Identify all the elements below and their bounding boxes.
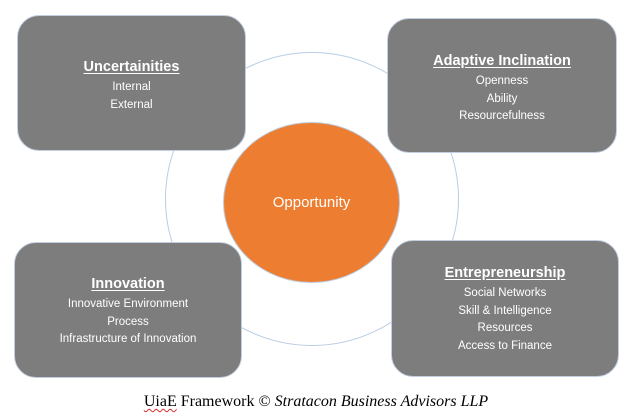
innovation-item: Innovative Environment xyxy=(67,298,189,310)
opportunity-circle: Opportunity xyxy=(223,122,400,283)
uncertainities-box: Uncertainities Internal External xyxy=(17,15,246,151)
adaptive-inclination-heading: Adaptive Inclination xyxy=(433,53,571,69)
innovation-heading: Innovation xyxy=(91,276,165,292)
entrepreneurship-item: Access to Finance xyxy=(458,339,552,352)
innovation-item: Infrastructure of Innovation xyxy=(59,333,197,345)
entrepreneurship-item: Social Networks xyxy=(463,287,547,299)
opportunity-label: Opportunity xyxy=(272,194,351,211)
uncertainities-item: Internal xyxy=(112,81,151,93)
uncertainities-item: External xyxy=(110,98,153,111)
uncertainities-heading: Uncertainities xyxy=(83,59,180,75)
adaptive-inclination-item: Openness xyxy=(475,75,529,87)
entrepreneurship-item: Resources xyxy=(477,322,533,334)
caption-company: Stratacon Business Advisors LLP xyxy=(274,393,489,410)
framework-ring xyxy=(165,52,459,346)
adaptive-inclination-item: Resourcefulness xyxy=(459,110,545,122)
entrepreneurship-heading: Entrepreneurship xyxy=(444,265,566,281)
caption-title: Framework © xyxy=(180,393,271,410)
entrepreneurship-box: Entrepreneurship Social Networks Skill &… xyxy=(391,240,619,377)
figure-caption: UiaE Framework © Stratacon Business Advi… xyxy=(0,393,632,411)
entrepreneurship-item: Skill & Intelligence xyxy=(458,304,552,317)
adaptive-inclination-item: Ability xyxy=(486,92,518,105)
innovation-box: Innovation Innovative Environment Proces… xyxy=(14,242,242,378)
adaptive-inclination-box: Adaptive Inclination Openness Ability Re… xyxy=(387,18,617,153)
caption-brand: UiaE xyxy=(143,393,177,410)
innovation-item: Process xyxy=(107,315,149,328)
